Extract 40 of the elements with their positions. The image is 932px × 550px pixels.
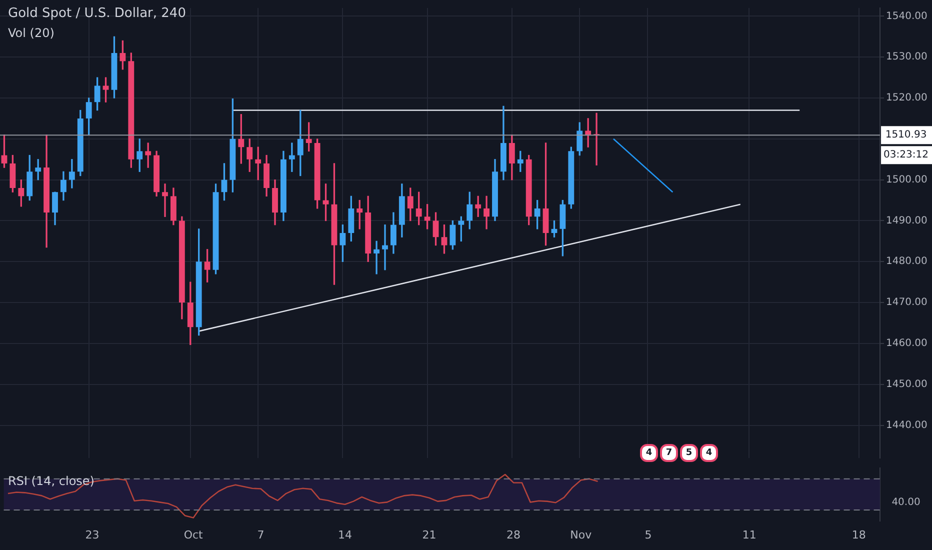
y-tick-label: 1500.00	[886, 174, 928, 186]
x-tick-label: 21	[422, 528, 436, 542]
text: 40.00	[892, 496, 920, 508]
number-badge: 4	[700, 444, 718, 462]
x-tick-label: 18	[852, 528, 866, 542]
y-tick-label: 1470.00	[886, 297, 928, 308]
x-tick-label: 11	[742, 528, 756, 542]
y-tick-label: 1450.00	[886, 378, 928, 390]
candlestick	[145, 142, 152, 168]
x-tick-label: 7	[257, 528, 264, 542]
text: Vol (20)	[8, 26, 54, 40]
x-tick-label: 23	[85, 528, 100, 542]
candlestick	[475, 196, 482, 217]
y-tick-label: 1540.00	[886, 10, 928, 22]
x-tick-label: 28	[506, 528, 521, 542]
candlestick	[382, 224, 388, 270]
candlestick	[288, 142, 295, 172]
x-tick-label: 5	[644, 528, 652, 542]
y-tick-label: 1520.00	[886, 92, 928, 104]
candlestick	[484, 196, 490, 230]
y-tick-label: 1460.00	[886, 338, 928, 350]
text: 03:23:12	[884, 150, 928, 161]
x-tick-label: 14	[338, 528, 352, 542]
y-tick-label: 1490.00	[886, 215, 928, 226]
candlestick	[585, 118, 592, 148]
number-badge: 7	[660, 444, 678, 462]
y-tick-label: 1530.00	[886, 52, 928, 63]
x-tick-label: Oct	[184, 528, 204, 542]
x-tick-label: Nov	[570, 528, 592, 542]
ref-line-label: 1510.93	[885, 130, 927, 141]
candlestick	[162, 184, 168, 217]
number-badge: 5	[680, 444, 698, 462]
candlestick	[255, 146, 262, 180]
chart-title: RSI (14, close)	[8, 474, 94, 488]
candlestick	[374, 240, 380, 274]
y-tick-label: 1480.00	[886, 256, 928, 268]
y-tick-label: 1440.00	[886, 420, 928, 431]
candlestick	[35, 159, 42, 180]
chart-title: Gold Spot / U.S. Dollar, 240	[8, 6, 186, 21]
number-badge: 4	[640, 444, 658, 462]
